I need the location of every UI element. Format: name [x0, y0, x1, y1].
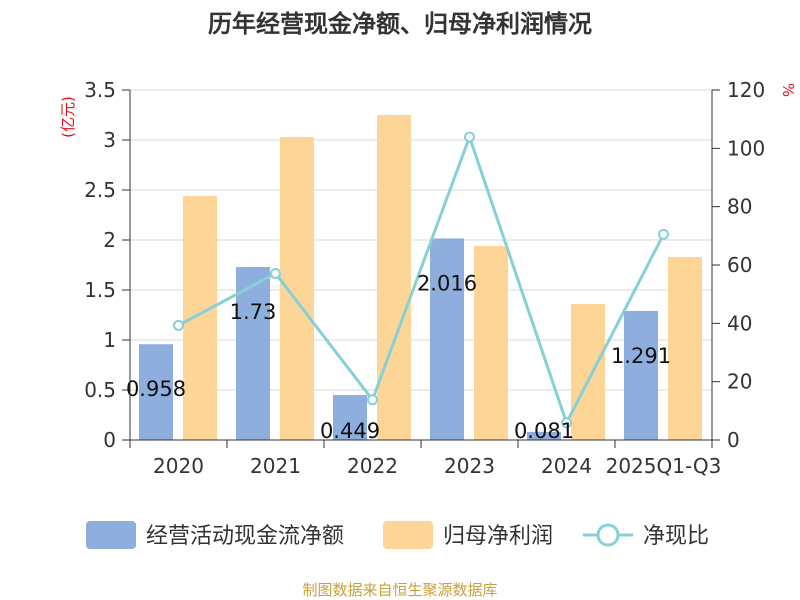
legend-swatch-ratio-marker [596, 523, 620, 547]
bar-cashflow [624, 310, 658, 440]
ratio-point [270, 267, 281, 279]
left-tick-label: 2.5 [84, 178, 116, 202]
right-axis-ticks: 0 20 40 60 80 100 120 [712, 78, 765, 452]
ratio-line [173, 131, 669, 429]
right-tick-label: 120 [727, 78, 765, 102]
bar-cashflow [430, 238, 464, 440]
legend-label-profit: 归母净利润 [443, 524, 553, 549]
legend-label-cashflow: 经营活动现金流净额 [146, 524, 344, 549]
data-labels: 0.958 1.73 0.449 2.016 0.081 1.291 [126, 271, 671, 443]
left-tick-label: 0.5 [84, 378, 116, 402]
ratio-point [561, 417, 572, 429]
right-tick-label: 100 [727, 136, 765, 160]
legend-swatch-cashflow [86, 521, 136, 549]
data-label-cashflow: 2.016 [417, 271, 477, 295]
bar-profit [571, 304, 605, 440]
data-label-cashflow: 1.73 [230, 300, 277, 324]
right-tick-label: 20 [727, 370, 752, 394]
bars [139, 115, 702, 440]
data-label-cashflow: 0.958 [126, 377, 186, 401]
legend-swatch-profit [383, 521, 433, 549]
left-tick-label: 1.5 [84, 278, 116, 302]
ratio-point [658, 228, 669, 240]
legend: 经营活动现金流净额 归母净利润 净现比 [86, 521, 709, 549]
bar-cashflow [527, 431, 561, 440]
data-label-cashflow: 0.449 [320, 419, 380, 443]
bar-profit [377, 115, 411, 440]
bar-profit [280, 137, 314, 440]
right-tick-label: 60 [727, 253, 752, 277]
bar-cashflow [236, 267, 270, 440]
left-axis-ticks: 0 0.5 1 1.5 2 2.5 3 3.5 [84, 78, 130, 452]
bar-profit [668, 257, 702, 440]
x-tick-label: 2022 [347, 454, 398, 478]
right-tick-label: 80 [727, 195, 752, 219]
x-tick-label: 2024 [541, 454, 592, 478]
right-axis-unit: % [779, 83, 797, 97]
left-tick-label: 2 [103, 228, 116, 252]
legend-label-ratio: 净现比 [643, 524, 709, 549]
x-tick-label: 2023 [444, 454, 495, 478]
left-tick-label: 1 [103, 328, 116, 352]
data-source: 制图数据来自恒生聚源数据库 [302, 581, 497, 599]
right-tick-label: 0 [727, 428, 740, 452]
bar-profit [474, 246, 508, 440]
x-tick-label: 2025Q1-Q3 [606, 454, 722, 478]
left-tick-label: 3.5 [84, 78, 116, 102]
ratio-line-path [177, 132, 665, 427]
x-tick-label: 2020 [153, 454, 204, 478]
gridlines [130, 89, 712, 391]
chart-title: 历年经营现金净额、归母净利润情况 [208, 10, 592, 38]
x-tick-label: 2021 [250, 454, 301, 478]
ratio-point [367, 394, 378, 406]
x-axis-ticks: 2020 2021 2022 2023 2024 2025Q1-Q3 [129, 440, 722, 478]
left-tick-label: 3 [103, 128, 116, 152]
ratio-point [464, 131, 475, 143]
bar-profit [183, 196, 217, 440]
bar-cashflow [333, 395, 367, 440]
ratio-point [173, 319, 184, 331]
data-label-cashflow: 1.291 [611, 344, 671, 368]
left-tick-label: 0 [103, 428, 116, 452]
data-label-cashflow: 0.081 [514, 419, 574, 443]
right-tick-label: 40 [727, 311, 752, 335]
left-axis-unit: (亿元) [59, 96, 77, 138]
bar-cashflow [139, 344, 173, 440]
